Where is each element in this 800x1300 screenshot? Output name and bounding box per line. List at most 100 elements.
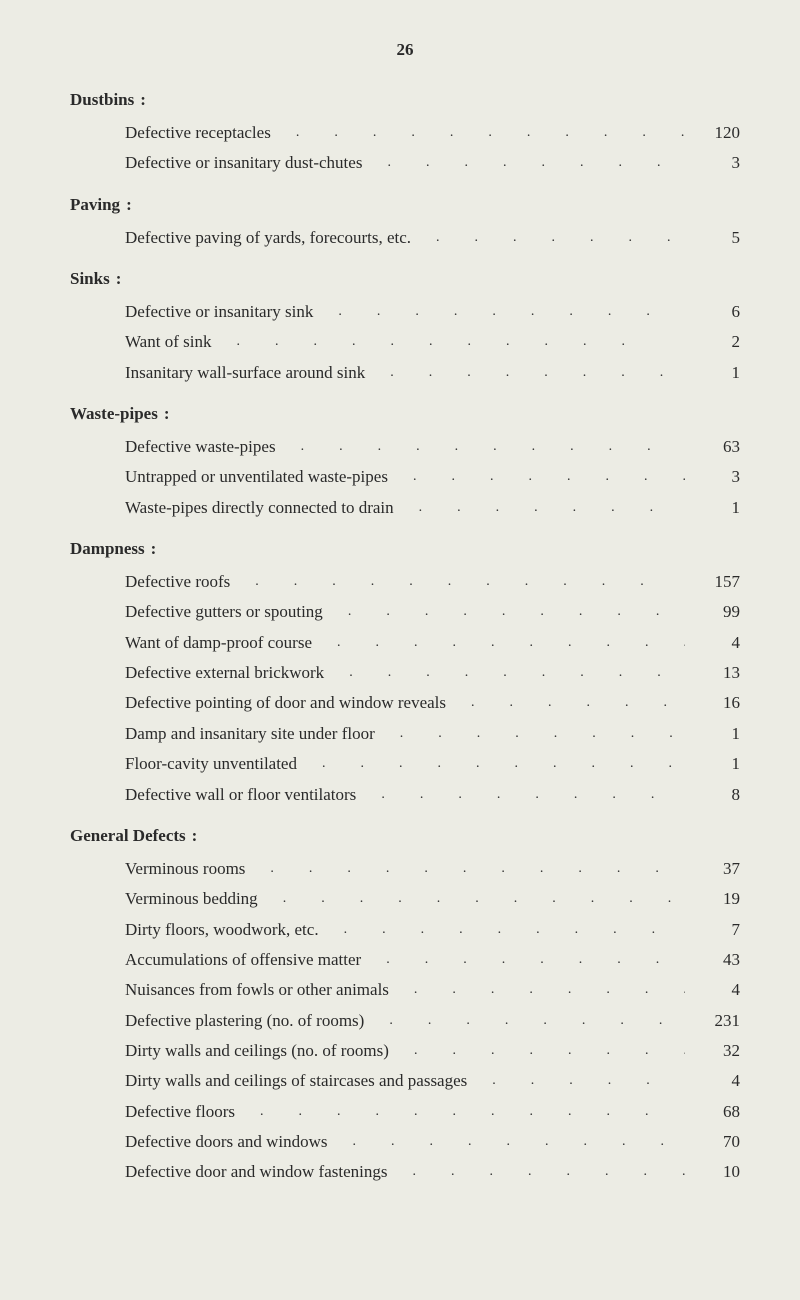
- section-header: Sinks:: [70, 269, 740, 289]
- item-label: Accumulations of offensive matter: [125, 947, 361, 973]
- item-label: Verminous bedding: [125, 886, 258, 912]
- dot-leader: ...........: [230, 571, 685, 593]
- section-general-defects: General Defects: Verminous rooms .......…: [70, 826, 740, 1186]
- item-label: Defective or insanitary dust-chutes: [125, 150, 362, 176]
- item-label: Defective plastering (no. of rooms): [125, 1008, 364, 1034]
- section-title: Dustbins: [70, 90, 134, 109]
- section-dustbins: Dustbins: Defective receptacles ........…: [70, 90, 740, 177]
- section-waste-pipes: Waste-pipes: Defective waste-pipes .....…: [70, 404, 740, 521]
- list-item: Dirty walls and ceilings (no. of rooms) …: [70, 1038, 740, 1064]
- item-label: Nuisances from fowls or other animals: [125, 977, 389, 1003]
- item-value: 1: [685, 495, 740, 521]
- list-item: Insanitary wall-surface around sink ....…: [70, 360, 740, 386]
- section-header: Dampness:: [70, 539, 740, 559]
- item-value: 2: [685, 329, 740, 355]
- item-label: Defective wall or floor ventilators: [125, 782, 356, 808]
- list-item: Defective roofs ........... 157: [70, 569, 740, 595]
- item-value: 1: [685, 360, 740, 386]
- dot-leader: ...........: [467, 1070, 685, 1092]
- item-label: Defective paving of yards, forecourts, e…: [125, 225, 411, 251]
- section-header: Dustbins:: [70, 90, 740, 110]
- colon: :: [164, 404, 170, 423]
- list-item: Defective or insanitary dust-chutes ....…: [70, 150, 740, 176]
- item-label: Dirty walls and ceilings of staircases a…: [125, 1068, 467, 1094]
- dot-leader: ...........: [365, 362, 685, 384]
- item-value: 10: [685, 1159, 740, 1185]
- dot-leader: ...........: [297, 753, 685, 775]
- list-item: Defective gutters or spouting ..........…: [70, 599, 740, 625]
- item-label: Defective waste-pipes: [125, 434, 276, 460]
- item-value: 63: [685, 434, 740, 460]
- list-item: Want of damp-proof course ........... 4: [70, 630, 740, 656]
- list-item: Defective plastering (no. of rooms) ....…: [70, 1008, 740, 1034]
- dot-leader: ...........: [389, 979, 685, 1001]
- dot-leader: ...........: [211, 331, 685, 353]
- section-title: Dampness: [70, 539, 145, 558]
- list-item: Floor-cavity unventilated ........... 1: [70, 751, 740, 777]
- dot-leader: ...........: [245, 858, 685, 880]
- item-label: Damp and insanitary site under floor: [125, 721, 375, 747]
- list-item: Nuisances from fowls or other animals ..…: [70, 977, 740, 1003]
- item-label: Defective or insanitary sink: [125, 299, 313, 325]
- section-title: Paving: [70, 195, 120, 214]
- list-item: Dirty walls and ceilings of staircases a…: [70, 1068, 740, 1094]
- dot-leader: ...........: [313, 301, 685, 323]
- item-value: 13: [685, 660, 740, 686]
- dot-leader: ...........: [411, 227, 685, 249]
- dot-leader: ...........: [235, 1101, 685, 1123]
- item-value: 3: [685, 464, 740, 490]
- item-label: Defective receptacles: [125, 120, 271, 146]
- list-item: Defective paving of yards, forecourts, e…: [70, 225, 740, 251]
- dot-leader: ...........: [387, 1161, 685, 1183]
- item-label: Verminous rooms: [125, 856, 245, 882]
- list-item: Dirty floors, woodwork, etc. ...........…: [70, 917, 740, 943]
- item-label: Defective roofs: [125, 569, 230, 595]
- item-label: Dirty walls and ceilings (no. of rooms): [125, 1038, 389, 1064]
- list-item: Verminous rooms ........... 37: [70, 856, 740, 882]
- item-value: 37: [685, 856, 740, 882]
- dot-leader: ...........: [389, 1040, 685, 1062]
- section-title: Waste-pipes: [70, 404, 158, 423]
- dot-leader: ...........: [324, 662, 685, 684]
- section-paving: Paving: Defective paving of yards, forec…: [70, 195, 740, 251]
- item-value: 99: [685, 599, 740, 625]
- list-item: Untrapped or unventilated waste-pipes ..…: [70, 464, 740, 490]
- colon: :: [151, 539, 157, 558]
- item-label: Defective external brickwork: [125, 660, 324, 686]
- section-header: Waste-pipes:: [70, 404, 740, 424]
- item-label: Want of sink: [125, 329, 211, 355]
- item-value: 157: [685, 569, 740, 595]
- section-title: General Defects: [70, 826, 186, 845]
- list-item: Defective floors ........... 68: [70, 1099, 740, 1125]
- dot-leader: ...........: [361, 949, 685, 971]
- list-item: Defective wall or floor ventilators ....…: [70, 782, 740, 808]
- item-value: 1: [685, 721, 740, 747]
- dot-leader: ...........: [362, 152, 685, 174]
- dot-leader: ...........: [258, 888, 685, 910]
- item-label: Want of damp-proof course: [125, 630, 312, 656]
- dot-leader: ...........: [319, 919, 685, 941]
- item-value: 68: [685, 1099, 740, 1125]
- item-value: 8: [685, 782, 740, 808]
- item-value: 70: [685, 1129, 740, 1155]
- section-dampness: Dampness: Defective roofs ........... 15…: [70, 539, 740, 808]
- item-value: 4: [685, 977, 740, 1003]
- item-value: 43: [685, 947, 740, 973]
- colon: :: [116, 269, 122, 288]
- dot-leader: ...........: [364, 1010, 685, 1032]
- item-value: 16: [685, 690, 740, 716]
- item-value: 120: [685, 120, 740, 146]
- section-sinks: Sinks: Defective or insanitary sink ....…: [70, 269, 740, 386]
- dot-leader: ...........: [323, 601, 685, 623]
- list-item: Defective external brickwork ...........…: [70, 660, 740, 686]
- list-item: Accumulations of offensive matter ......…: [70, 947, 740, 973]
- dot-leader: ...........: [446, 692, 685, 714]
- document-page: 26 Dustbins: Defective receptacles .....…: [0, 0, 800, 1300]
- list-item: Defective pointing of door and window re…: [70, 690, 740, 716]
- dot-leader: ...........: [271, 122, 685, 144]
- list-item: Defective doors and windows ........... …: [70, 1129, 740, 1155]
- list-item: Defective receptacles ........... 120: [70, 120, 740, 146]
- item-label: Floor-cavity unventilated: [125, 751, 297, 777]
- item-label: Defective door and window fastenings: [125, 1159, 387, 1185]
- list-item: Verminous bedding ........... 19: [70, 886, 740, 912]
